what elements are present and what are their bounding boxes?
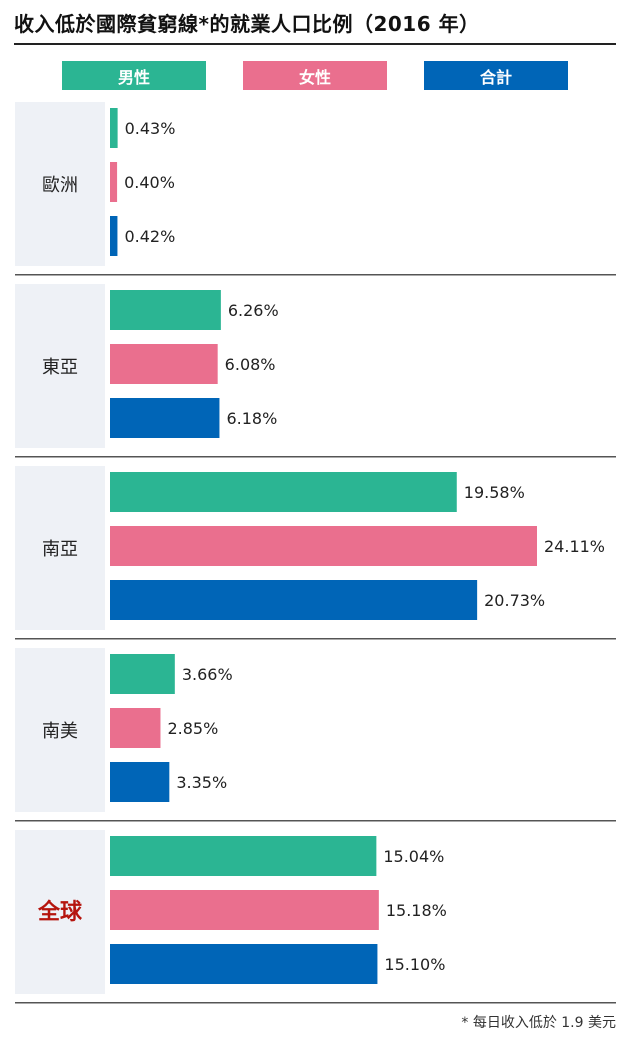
value-label-south-asia-total: 20.73% xyxy=(484,591,545,610)
bar-global-female xyxy=(110,890,379,930)
bar-global-total xyxy=(110,944,378,984)
region-label-bg-europe xyxy=(15,102,105,266)
bar-europe-total xyxy=(110,216,118,256)
region-label-europe: 歐洲 xyxy=(42,175,78,196)
legend-female: 女性 xyxy=(243,61,387,90)
separator-global xyxy=(15,1002,616,1004)
separator-europe xyxy=(15,274,616,276)
value-label-south-america-male: 3.66% xyxy=(182,665,233,684)
legend-male: 男性 xyxy=(62,61,206,90)
chart-title: 收入低於國際貧窮線*的就業人口比例（2016 年） xyxy=(14,12,480,36)
bar-south-america-male xyxy=(110,654,175,694)
region-label-bg-global xyxy=(15,830,105,994)
value-label-europe-female: 0.40% xyxy=(124,173,175,192)
value-label-global-total: 15.10% xyxy=(384,955,445,974)
bar-south-asia-female xyxy=(110,526,537,566)
footnote: * 每日收入低於 1.9 美元 xyxy=(461,1015,616,1031)
bar-south-america-total xyxy=(110,762,170,802)
bar-east-asia-male xyxy=(110,290,221,330)
separator-south-asia xyxy=(15,638,616,640)
region-label-bg-east-asia xyxy=(15,284,105,448)
separator-south-america xyxy=(15,820,616,822)
value-label-south-america-total: 3.35% xyxy=(176,773,227,792)
value-label-global-female: 15.18% xyxy=(386,901,447,920)
bar-south-asia-total xyxy=(110,580,478,620)
bar-south-america-female xyxy=(110,708,161,748)
value-label-europe-male: 0.43% xyxy=(125,119,176,138)
separator-east-asia xyxy=(15,456,616,458)
region-label-bg-south-america xyxy=(15,648,105,812)
title-rule xyxy=(14,43,616,45)
bar-europe-female xyxy=(110,162,118,202)
region-label-south-america: 南美 xyxy=(42,721,78,742)
bar-south-asia-male xyxy=(110,472,457,512)
value-label-east-asia-total: 6.18% xyxy=(226,409,277,428)
region-label-global: 全球 xyxy=(37,899,83,925)
bar-east-asia-total xyxy=(110,398,220,438)
region-label-south-asia: 南亞 xyxy=(42,539,78,560)
value-label-south-asia-male: 19.58% xyxy=(464,483,525,502)
value-label-south-america-female: 2.85% xyxy=(167,719,218,738)
value-label-east-asia-female: 6.08% xyxy=(225,355,276,374)
region-label-east-asia: 東亞 xyxy=(42,357,78,378)
value-label-south-asia-female: 24.11% xyxy=(544,537,605,556)
bar-east-asia-female xyxy=(110,344,218,384)
value-label-global-male: 15.04% xyxy=(383,847,444,866)
value-label-east-asia-male: 6.26% xyxy=(228,301,279,320)
value-label-europe-total: 0.42% xyxy=(124,227,175,246)
region-label-bg-south-asia xyxy=(15,466,105,630)
bar-europe-male xyxy=(110,108,118,148)
legend-total: 合計 xyxy=(424,61,568,90)
bar-global-male xyxy=(110,836,377,876)
